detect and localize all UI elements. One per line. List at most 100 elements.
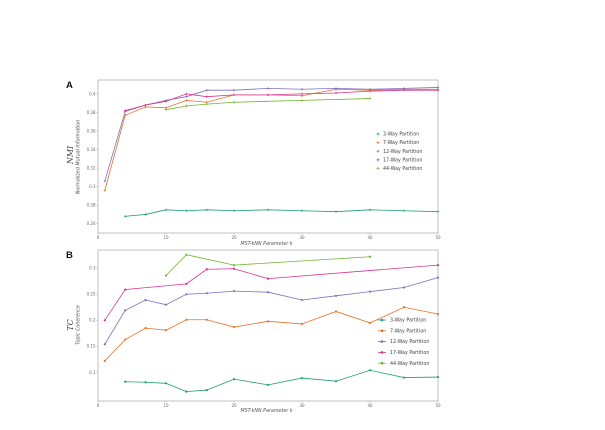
panel-b-point-3-way-partition [436, 375, 440, 379]
panel-b-point-17-way-partition [124, 288, 127, 291]
panel-b-legend-item-44-way-partition: 44-Way Partition [378, 361, 429, 367]
panel-b-x-tick-label: 50 [435, 403, 441, 408]
panel-b-point-3-way-partition [300, 376, 304, 380]
panel-b-point-12-way-partition [334, 294, 338, 297]
panel-b-point-3-way-partition [124, 380, 127, 383]
panel-a-y-tick-label: 0.36 [87, 128, 96, 133]
panel-a-point-17-way-partition [205, 95, 208, 98]
panel-a-point-3-way-partition [205, 208, 208, 212]
panel-b-point-44-way-partition [185, 253, 188, 256]
panel-b-point-7-way-partition [266, 320, 270, 323]
panel-b-point-7-way-partition [103, 359, 106, 363]
panel-b-point-3-way-partition [232, 378, 236, 381]
panel-a-point-44-way-partition [368, 97, 372, 100]
panel-a-point-17-way-partition [164, 100, 168, 103]
panel-a-point-12-way-partition [103, 179, 106, 183]
panel-a-point-17-way-partition [436, 89, 440, 92]
panel-a-point-3-way-partition [164, 208, 168, 212]
panel-a-x-tick-label: 10 [163, 235, 169, 240]
panel-a-point-12-way-partition [232, 89, 236, 92]
panel-a-point-3-way-partition [334, 210, 338, 213]
panel-a-point-17-way-partition [334, 91, 338, 95]
panel-b-legend-item-7-way-partition: 7-Way Partition [378, 328, 426, 334]
panel-a-y-tick-label: 0.3 [89, 184, 96, 189]
panel-b-point-3-way-partition [368, 369, 372, 372]
panel-a-point-17-way-partition [232, 93, 236, 97]
panel-b-point-44-way-partition [368, 255, 372, 258]
panel-a: A NMI Normalized Mutual Information MST-… [66, 79, 441, 247]
panel-b-y-tick-label: 0.2 [89, 318, 96, 323]
panel-b-y-axis-symbol: TC [66, 319, 75, 330]
panel-a-legend-label: 7-Way Partition [383, 140, 419, 146]
panel-b-point-12-way-partition [164, 303, 168, 306]
panel-b-point-7-way-partition [368, 321, 372, 324]
panel-b-point-3-way-partition [164, 382, 168, 385]
panel-a-y-tick-label: 0.38 [87, 110, 96, 115]
panel-b-point-12-way-partition [144, 298, 147, 302]
panel-a-point-12-way-partition [334, 87, 338, 90]
panel-a-x-tick-label: 20 [231, 235, 237, 240]
panel-b-point-7-way-partition [436, 312, 440, 316]
panel-b-series [103, 253, 440, 393]
panel-a-y-ticks: 0.26 0.28 0.3 0.32 0.34 0.36 0.38 0.4 [87, 91, 98, 226]
panel-a-legend-item-7-way-partition: 7-Way Partition [376, 140, 419, 146]
panel-a-point-3-way-partition [300, 209, 304, 212]
panel-a-point-17-way-partition [368, 89, 372, 93]
panel-b-y-tick-label: 0.1 [89, 370, 96, 375]
panel-b-line-7-way-partition [104, 306, 439, 362]
panel-a-point-44-way-partition [232, 101, 236, 104]
panel-a-point-3-way-partition [144, 213, 147, 216]
panel-a-point-17-way-partition [266, 93, 270, 97]
panel-a-legend-label: 17-Way Partition [383, 157, 422, 163]
panel-a-point-12-way-partition [185, 95, 188, 98]
panel-b-point-7-way-partition [205, 318, 208, 321]
panel-b-point-17-way-partition [436, 264, 440, 267]
panel-a-x-ticks: 0 10 20 30 40 50 [97, 233, 441, 240]
panel-b-legend: 3-Way Partition 7-Way Partition 12-Way Par… [378, 318, 429, 367]
panel-b-line-44-way-partition [165, 254, 371, 276]
panel-b-point-17-way-partition [232, 267, 236, 270]
panel-b-point-7-way-partition [164, 329, 168, 332]
panel-b-point-17-way-partition [266, 277, 270, 280]
panel-a-point-12-way-partition [266, 87, 270, 90]
panel-a-legend: 3-Way Partition 7-Way Partition 12-Way Par… [376, 132, 422, 172]
panel-a-y-tick-label: 0.34 [87, 147, 96, 152]
panel-b-point-12-way-partition [103, 343, 106, 346]
panel-b-point-17-way-partition [103, 319, 106, 322]
panel-a-point-12-way-partition [300, 88, 304, 91]
panel-b-legend-item-3-way-partition: 3-Way Partition [378, 318, 426, 324]
panel-b-point-17-way-partition [185, 282, 188, 285]
panel-a-x-axis-title: MST-kNN Parameter k [240, 241, 292, 247]
panel-a-x-tick-label: 0 [97, 235, 100, 240]
panel-b-point-12-way-partition [124, 309, 127, 312]
panel-b-point-3-way-partition [266, 383, 270, 386]
panel-b-legend-label: 12-Way Partition [390, 339, 429, 345]
panel-b-point-7-way-partition [232, 325, 236, 329]
panel-a-point-17-way-partition [300, 92, 304, 96]
panel-b-point-7-way-partition [334, 310, 338, 313]
panel-b-legend-label: 17-Way Partition [390, 350, 429, 356]
panel-b: B TC Topic Coherence MST-kNN Parameter k… [66, 249, 441, 414]
panel-a-point-3-way-partition [124, 215, 127, 218]
panel-b-point-12-way-partition [402, 286, 406, 289]
panel-a-legend-label: 12-Way Partition [383, 149, 422, 155]
panel-a-line-7-way-partition [104, 88, 438, 191]
panel-a-point-44-way-partition [185, 104, 188, 108]
panel-b-point-12-way-partition [232, 290, 236, 293]
panel-a-x-tick-label: 30 [299, 235, 305, 240]
panel-b-legend-item-17-way-partition: 17-Way Partition [378, 350, 429, 356]
panel-b-x-tick-label: 40 [367, 403, 373, 408]
panel-b-point-12-way-partition [185, 293, 188, 296]
panel-a-point-3-way-partition [232, 209, 236, 212]
panel-b-legend-item-12-way-partition: 12-Way Partition [378, 339, 429, 345]
panel-a-point-12-way-partition [205, 89, 208, 92]
panel-b-point-7-way-partition [144, 327, 147, 330]
panel-b-point-7-way-partition [185, 318, 188, 321]
panel-a-point-44-way-partition [164, 108, 168, 111]
panel-a-line-17-way-partition [125, 89, 438, 111]
panel-b-point-44-way-partition [164, 274, 168, 277]
panel-b-point-3-way-partition [185, 390, 188, 393]
panel-a-point-7-way-partition [103, 189, 106, 192]
panel-b-point-17-way-partition [205, 268, 208, 271]
panel-a-label: A [66, 80, 73, 91]
